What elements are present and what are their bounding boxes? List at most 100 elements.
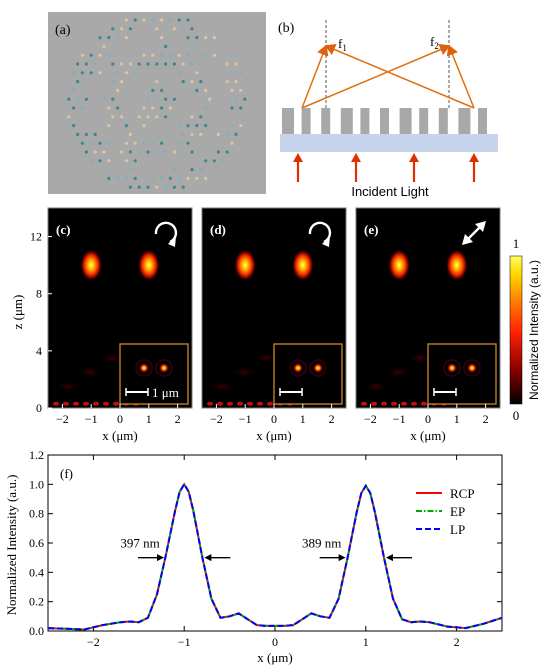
pillar-dot (116, 176, 120, 180)
pillar-dot (216, 150, 220, 154)
pillar-dot (164, 115, 168, 119)
pillar-dot (93, 62, 97, 66)
focal-spot (291, 249, 314, 282)
pillar-dot (204, 36, 208, 40)
pillar-dot (225, 62, 229, 66)
pillar-dot (142, 106, 146, 110)
pillar-dot (137, 185, 141, 189)
pillar-dot (155, 150, 159, 154)
inset-spot (447, 363, 457, 373)
pillar-dot (216, 62, 220, 66)
pillar-dot (204, 176, 208, 180)
pillar-dot (67, 115, 71, 119)
pillar-dot (116, 88, 120, 92)
arrow-head-icon (338, 554, 346, 562)
x-tick-label: 0 (117, 412, 123, 426)
pillar (419, 108, 429, 134)
pillar-dot (116, 71, 120, 75)
pillar-dot (239, 71, 243, 75)
pillar-dot (190, 62, 194, 66)
pillar-dot (195, 176, 199, 180)
nearfield-spot (237, 401, 243, 406)
x-tick-label: 2 (454, 635, 460, 649)
pillar-dot (181, 185, 185, 189)
arrow-head-icon (168, 236, 176, 247)
pillar-dot (107, 106, 111, 110)
pillar-dot (107, 176, 111, 180)
pillar-dot (133, 141, 137, 145)
y-tick-label: 1.0 (29, 477, 44, 491)
pillar-dot (93, 150, 97, 154)
nearfield-spot (227, 401, 233, 406)
pillar-dot (107, 124, 111, 128)
pillar-dot (72, 106, 76, 110)
y-tick-label: 0.8 (29, 507, 44, 521)
pillar-dot (186, 36, 190, 40)
pillar-dot (239, 106, 243, 110)
pillar-dot (172, 97, 176, 101)
pillar-dot (155, 185, 159, 189)
pillar-dot (120, 80, 124, 84)
colorbar: 1 0 Normalized Intensity (a.u.) (509, 236, 541, 423)
nearfield-spot (93, 401, 99, 406)
pillar-dot (181, 132, 185, 136)
colorbar-min: 0 (513, 408, 520, 423)
pillar-dot (230, 71, 234, 75)
inset-ring (463, 359, 481, 377)
fringe (56, 380, 80, 393)
pillar-dot (155, 27, 159, 31)
pillar-dot (172, 185, 176, 189)
pillar-dot (225, 132, 229, 136)
pillar (321, 108, 331, 134)
pillar-dot (151, 53, 155, 57)
pillar-dot (89, 159, 93, 163)
metalens-pillars (67, 18, 247, 189)
pillar-dot (93, 132, 97, 136)
metasurface-pillars (282, 108, 487, 134)
colorbar-label: Normalized Intensity (a.u.) (527, 260, 541, 400)
pillar-dot (124, 71, 128, 75)
pillar-dot (208, 97, 212, 101)
pillar-dot (151, 106, 155, 110)
panel-label-f: (f) (60, 466, 73, 481)
legend-label: LP (450, 522, 465, 537)
pillar-dot (225, 80, 229, 84)
y-tick-label: 0.6 (29, 536, 44, 550)
x-tick-label: −1 (85, 412, 98, 426)
pillar-dot (195, 71, 199, 75)
y-tick-label: 0 (36, 401, 42, 415)
y-tick-label: 8 (36, 287, 42, 301)
pillar-dot (137, 115, 141, 119)
pillar-dot (107, 141, 111, 145)
pillar-dot (128, 185, 132, 189)
inset-spot (467, 363, 477, 373)
pillar-dot (151, 18, 155, 22)
pillar-dot (89, 71, 93, 75)
pillar-dot (234, 132, 238, 136)
x-tick-label: 0 (272, 635, 278, 649)
fwhm-label: 397 nm (120, 536, 159, 551)
nearfield-spot (53, 401, 59, 406)
pillar-dot (128, 150, 132, 154)
pillar-dot (177, 141, 181, 145)
arrow-head-icon (204, 554, 212, 562)
nearfield-spot (73, 401, 79, 406)
pillar-dot (181, 62, 185, 66)
plot-frame (47, 454, 503, 632)
focal-spot (80, 249, 103, 282)
pillar-dot (151, 176, 155, 180)
focal-spot (388, 249, 411, 282)
pillar-dot (177, 176, 181, 180)
pillar-dot (243, 97, 247, 101)
arrow-head-icon (157, 554, 165, 562)
x-tick-label: 0 (425, 412, 431, 426)
arrow-head-icon (322, 236, 330, 247)
pillar-dot (186, 176, 190, 180)
y-tick-label: 12 (30, 230, 42, 244)
pillar-dot (160, 53, 164, 57)
incident-arrow-head (469, 153, 479, 162)
pillar-dot (212, 159, 216, 163)
nearfield-spot (401, 401, 407, 406)
panel-label-e: (e) (364, 222, 378, 237)
pillar-dot (80, 106, 84, 110)
